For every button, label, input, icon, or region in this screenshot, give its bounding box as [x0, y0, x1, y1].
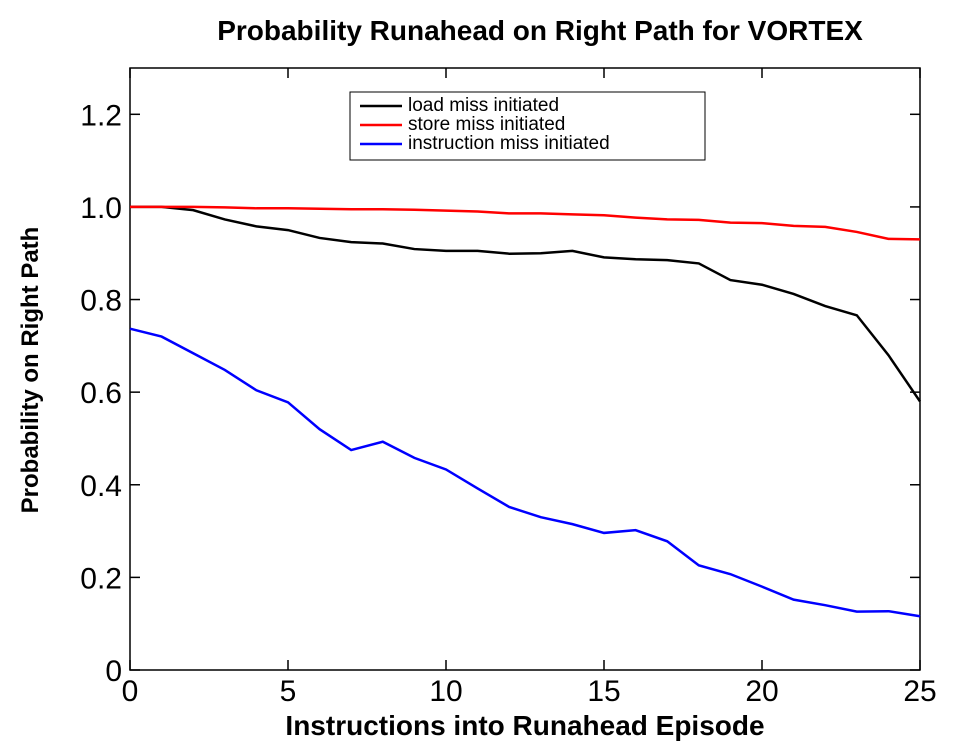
y-tick-label: 0.4	[80, 470, 122, 503]
legend-label: store miss initiated	[408, 114, 565, 135]
series-line	[130, 205, 921, 241]
x-tick-label: 20	[745, 675, 778, 708]
y-tick-label: 0.6	[80, 377, 122, 410]
y-tick-label: 0.2	[80, 562, 122, 595]
x-axis-label: Instructions into Runahead Episode	[285, 710, 764, 741]
legend-label: instruction miss initiated	[408, 133, 610, 154]
legend-label: load miss initiated	[408, 95, 559, 116]
y-tick-label: 1.2	[80, 99, 122, 132]
y-tick-label: 0.8	[80, 285, 122, 318]
y-tick-label: 1.0	[80, 192, 122, 225]
y-axis-label: Probability on Right Path	[17, 227, 44, 514]
x-tick-label: 15	[587, 675, 620, 708]
x-tick-label: 0	[122, 675, 139, 708]
x-tick-label: 25	[903, 675, 936, 708]
plot-frame	[129, 67, 921, 671]
legend-box	[349, 91, 706, 161]
y-tick-label: 0	[105, 655, 122, 688]
series-line	[129, 327, 921, 618]
series-line	[130, 205, 922, 403]
x-tick-label: 5	[280, 675, 297, 708]
chart-title: Probability Runahead on Right Path for V…	[217, 15, 863, 46]
x-tick-label: 10	[429, 675, 462, 708]
